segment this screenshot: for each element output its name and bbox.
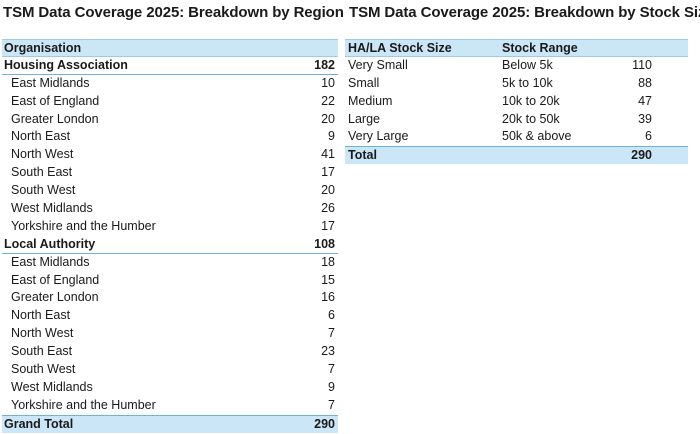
table-row: West Midlands 9 bbox=[2, 379, 338, 397]
stock-count: 6 bbox=[645, 129, 652, 144]
table-row: South West 20 bbox=[2, 182, 338, 200]
table-row: East of England 22 bbox=[2, 93, 338, 111]
region-name: Yorkshire and the Humber bbox=[11, 218, 156, 233]
stock-size-column-header: HA/LA Stock Size bbox=[348, 41, 452, 55]
stock-count: 88 bbox=[638, 75, 652, 90]
region-count: 23 bbox=[321, 344, 335, 359]
region-name: West Midlands bbox=[11, 201, 93, 216]
stock-table-title: TSM Data Coverage 2025: Breakdown by Sto… bbox=[349, 4, 700, 21]
stock-size: Very Large bbox=[348, 129, 409, 144]
stock-size: Medium bbox=[348, 93, 393, 108]
stock-size: Very Small bbox=[348, 57, 408, 72]
region-name: Greater London bbox=[11, 290, 99, 305]
table-row: North East 6 bbox=[2, 307, 338, 325]
group-name: Local Authority bbox=[4, 236, 96, 251]
region-count: 18 bbox=[321, 254, 335, 269]
stock-total-row: Total 290 bbox=[345, 146, 688, 165]
organisation-column-header: Organisation bbox=[4, 41, 82, 55]
region-name: South West bbox=[11, 183, 76, 198]
stock-range: 10k to 20k bbox=[502, 93, 560, 108]
stock-count: 47 bbox=[638, 93, 652, 108]
region-name: South West bbox=[11, 362, 76, 377]
region-count: 7 bbox=[328, 397, 335, 412]
table-row: North West 41 bbox=[2, 146, 338, 164]
stock-range: 20k to 50k bbox=[502, 111, 560, 126]
stock-size: Small bbox=[348, 75, 380, 90]
stock-range-column-header: Stock Range bbox=[502, 41, 578, 55]
region-name: North West bbox=[11, 326, 74, 341]
grand-total-row: Grand Total 290 bbox=[2, 414, 338, 433]
table-row: Greater London 16 bbox=[2, 289, 338, 307]
region-name: West Midlands bbox=[11, 379, 93, 394]
group-total: 182 bbox=[314, 57, 335, 72]
table-row: Large 20k to 50k 39 bbox=[345, 111, 688, 129]
table-row: Greater London 20 bbox=[2, 111, 338, 129]
table-row: East of England 15 bbox=[2, 272, 338, 290]
table-row: Very Small Below 5k 110 bbox=[345, 57, 688, 75]
stock-range: 50k & above bbox=[502, 129, 572, 144]
region-count: 20 bbox=[321, 183, 335, 198]
region-count: 7 bbox=[328, 326, 335, 341]
stock-size-table: HA/LA Stock Size Stock Range Very Small B… bbox=[345, 39, 688, 165]
region-count: 6 bbox=[328, 308, 335, 323]
region-name: East Midlands bbox=[11, 75, 90, 90]
stock-size: Large bbox=[348, 111, 380, 126]
stock-count: 39 bbox=[638, 111, 652, 126]
region-count: 7 bbox=[328, 362, 335, 377]
table-row: Yorkshire and the Humber 17 bbox=[2, 218, 338, 236]
table-row: East Midlands 10 bbox=[2, 75, 338, 93]
grand-total-value: 290 bbox=[314, 416, 335, 431]
table-row: West Midlands 26 bbox=[2, 200, 338, 218]
region-count: 10 bbox=[321, 75, 335, 90]
group-row: Local Authority 108 bbox=[2, 236, 338, 254]
region-count: 41 bbox=[321, 147, 335, 162]
region-count: 9 bbox=[328, 129, 335, 144]
stock-total-label: Total bbox=[348, 148, 377, 163]
region-name: South East bbox=[11, 344, 73, 359]
region-name: North East bbox=[11, 308, 71, 323]
region-count: 17 bbox=[321, 218, 335, 233]
group-name: Housing Association bbox=[4, 57, 128, 72]
table-row: Yorkshire and the Humber 7 bbox=[2, 397, 338, 415]
group-row: Housing Association 182 bbox=[2, 57, 338, 75]
region-count: 9 bbox=[328, 379, 335, 394]
table-row: South West 7 bbox=[2, 361, 338, 379]
region-count: 26 bbox=[321, 201, 335, 216]
region-name: East of England bbox=[11, 93, 100, 108]
region-count: 17 bbox=[321, 165, 335, 180]
stock-total-value: 290 bbox=[631, 148, 652, 163]
table-row: East Midlands 18 bbox=[2, 254, 338, 272]
group-total: 108 bbox=[314, 236, 335, 251]
region-table-title: TSM Data Coverage 2025: Breakdown by Reg… bbox=[3, 4, 344, 21]
stock-range: Below 5k bbox=[502, 57, 553, 72]
region-name: Greater London bbox=[11, 111, 99, 126]
count-column-header bbox=[622, 40, 652, 56]
region-name: South East bbox=[11, 165, 73, 180]
table-row: Medium 10k to 20k 47 bbox=[345, 93, 688, 111]
region-name: East Midlands bbox=[11, 254, 90, 269]
grand-total-label: Grand Total bbox=[4, 416, 74, 431]
table-row: North East 9 bbox=[2, 128, 338, 146]
region-name: North East bbox=[11, 129, 71, 144]
table-row: Small 5k to 10k 88 bbox=[345, 75, 688, 93]
region-count: 20 bbox=[321, 111, 335, 126]
region-count: 22 bbox=[321, 93, 335, 108]
stock-table-header: HA/LA Stock Size Stock Range bbox=[345, 39, 688, 57]
region-name: East of England bbox=[11, 272, 100, 287]
region-count: 15 bbox=[321, 272, 335, 287]
stock-range: 5k to 10k bbox=[502, 75, 553, 90]
region-name: Yorkshire and the Humber bbox=[11, 397, 156, 412]
stock-count: 110 bbox=[632, 57, 652, 72]
region-count: 16 bbox=[321, 290, 335, 305]
region-name: North West bbox=[11, 147, 74, 162]
table-row: North West 7 bbox=[2, 325, 338, 343]
table-row: Very Large 50k & above 6 bbox=[345, 128, 688, 146]
region-breakdown-table: Organisation Housing Association 182 East … bbox=[2, 39, 338, 433]
table-row: South East 17 bbox=[2, 164, 338, 182]
region-table-header: Organisation bbox=[2, 39, 338, 57]
table-row: South East 23 bbox=[2, 343, 338, 361]
